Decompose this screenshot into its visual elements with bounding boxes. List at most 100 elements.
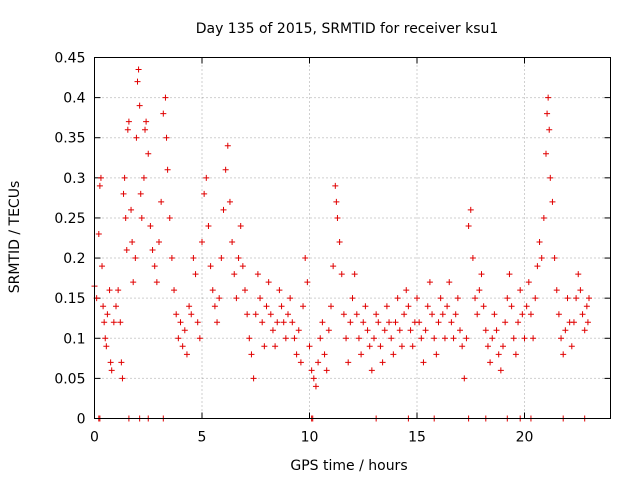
data-point — [147, 222, 154, 229]
data-point — [358, 351, 365, 358]
data-point — [375, 319, 382, 326]
data-point — [515, 319, 522, 326]
data-point — [124, 126, 131, 133]
data-point — [289, 319, 296, 326]
x-tick-label: 10 — [301, 430, 319, 446]
data-point — [183, 351, 190, 358]
data-point — [555, 311, 562, 318]
data-point — [558, 335, 565, 342]
data-point — [129, 239, 136, 246]
data-point — [143, 118, 150, 125]
data-point — [136, 102, 143, 109]
data-point — [508, 303, 515, 310]
data-point — [386, 319, 393, 326]
data-point — [360, 319, 367, 326]
data-point — [437, 295, 444, 302]
data-point — [179, 343, 186, 350]
data-point — [381, 327, 388, 334]
data-point — [398, 343, 405, 350]
data-point — [164, 166, 171, 173]
data-point — [237, 222, 244, 229]
data-point — [226, 198, 233, 205]
data-point — [476, 287, 483, 294]
data-point — [149, 247, 156, 254]
y-tick-label: 0.35 — [54, 131, 85, 147]
data-point — [244, 311, 251, 318]
data-point — [545, 94, 552, 101]
data-point — [383, 303, 390, 310]
data-point — [308, 367, 315, 374]
data-point — [484, 343, 491, 350]
data-point — [420, 359, 427, 366]
data-point — [579, 311, 586, 318]
data-point — [196, 335, 203, 342]
data-points — [91, 66, 592, 422]
data-point — [272, 343, 279, 350]
data-point — [405, 303, 412, 310]
data-point — [119, 375, 126, 382]
data-point — [209, 287, 216, 294]
data-point — [97, 174, 104, 181]
data-point — [401, 311, 408, 318]
data-point — [551, 255, 558, 262]
data-point — [467, 206, 474, 213]
data-point — [560, 351, 567, 358]
data-point — [293, 351, 300, 358]
data-point — [186, 303, 193, 310]
data-point — [570, 319, 577, 326]
data-point — [525, 279, 532, 286]
data-point — [100, 303, 107, 310]
data-point — [323, 367, 330, 374]
data-point — [333, 198, 340, 205]
data-point — [229, 239, 236, 246]
data-point — [160, 110, 167, 117]
y-tick-label: 0.1 — [63, 331, 85, 347]
data-point — [145, 150, 152, 157]
data-point — [429, 311, 436, 318]
data-point — [231, 271, 238, 278]
data-point — [403, 287, 410, 294]
data-point — [265, 279, 272, 286]
data-point — [125, 118, 132, 125]
y-tick-label: 0.3 — [63, 171, 85, 187]
data-point — [203, 174, 210, 181]
data-point — [304, 279, 311, 286]
data-point — [463, 335, 470, 342]
data-point — [235, 255, 242, 262]
data-point — [351, 271, 358, 278]
data-point — [201, 190, 208, 197]
data-point — [276, 287, 283, 294]
data-point — [553, 287, 560, 294]
data-point — [259, 319, 266, 326]
data-point — [355, 335, 362, 342]
data-point — [353, 311, 360, 318]
data-point — [163, 134, 170, 141]
data-point — [338, 271, 345, 278]
data-point — [388, 335, 395, 342]
data-point — [577, 287, 584, 294]
data-point — [422, 327, 429, 334]
data-point — [248, 351, 255, 358]
data-point — [575, 271, 582, 278]
data-point — [373, 311, 380, 318]
data-point — [138, 214, 145, 221]
data-point — [315, 359, 322, 366]
data-point — [207, 263, 214, 270]
data-point — [392, 319, 399, 326]
data-point — [379, 359, 386, 366]
data-point — [433, 351, 440, 358]
data-point — [547, 174, 554, 181]
data-point — [177, 319, 184, 326]
data-point — [106, 287, 113, 294]
data-point — [214, 319, 221, 326]
data-point — [250, 375, 257, 382]
data-point — [448, 319, 455, 326]
data-point — [282, 335, 289, 342]
data-point — [586, 295, 592, 302]
data-point — [540, 214, 547, 221]
data-point — [368, 367, 375, 374]
data-point — [199, 239, 205, 246]
data-point — [205, 222, 212, 229]
data-point — [285, 311, 291, 318]
data-point — [538, 255, 545, 262]
